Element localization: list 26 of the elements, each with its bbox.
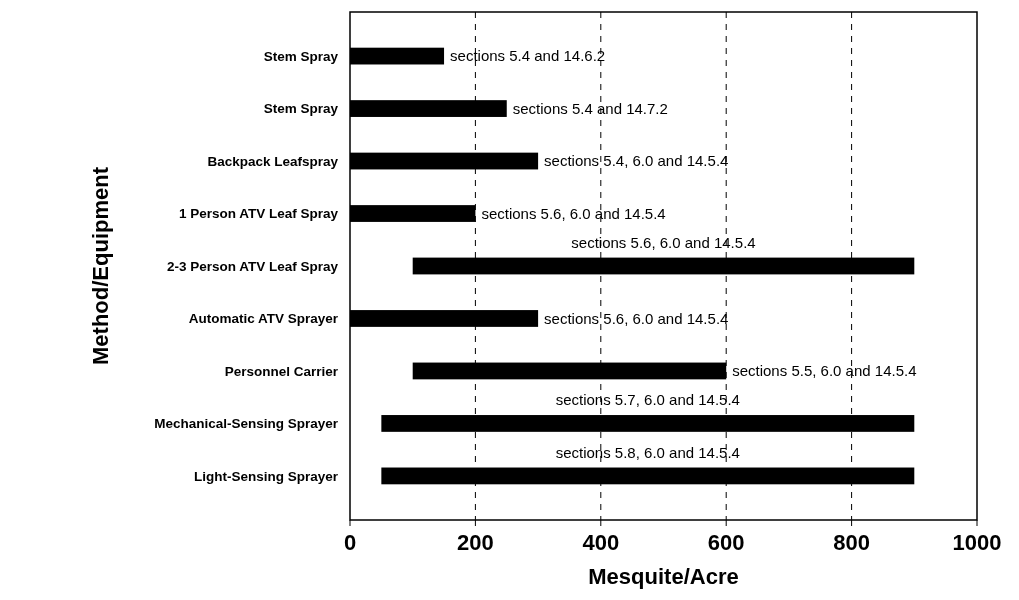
annotation: sections 5.5, 6.0 and 14.5.4 — [732, 362, 917, 380]
annotation: sections 5.6, 6.0 and 14.5.4 — [481, 204, 666, 222]
y-tick-label: Stem Spray — [263, 48, 339, 64]
y-axis-title: Method/Equipment — [88, 166, 113, 365]
y-tick-label: Personnel Carrier — [224, 363, 339, 379]
y-tick-label: Stem Spray — [263, 101, 339, 117]
x-tick-label: 0 — [343, 530, 357, 555]
x-axis-title: Mesquite/Acre — [588, 564, 739, 589]
x-tick-label: 200 — [457, 530, 494, 555]
annotation: sections 5.4, 6.0 and 14.5.4 — [544, 152, 729, 170]
y-tick-label: Backpack Leafspray — [207, 153, 339, 169]
y-tick-label: Automatic ATV Sprayer — [188, 311, 339, 327]
x-tick-label: 400 — [582, 530, 620, 555]
x-tick-label: 600 — [707, 530, 745, 555]
annotation: sections 5.6, 6.0 and 14.5.4 — [571, 233, 756, 251]
annotation: sections 5.8, 6.0 and 14.5.4 — [555, 443, 740, 461]
y-tick-label: Mechanical-Sensing Sprayer — [154, 416, 339, 432]
y-tick-label: 2-3 Person ATV Leaf Spray — [166, 258, 339, 274]
y-tick-label: 1 Person ATV Leaf Spray — [178, 206, 339, 222]
x-tick-label: 1000 — [952, 530, 1002, 555]
annotation: sections 5.4 and 14.7.2 — [512, 99, 668, 117]
y-tick-label: Light-Sensing Sprayer — [193, 468, 339, 484]
annotation: sections 5.7, 6.0 and 14.5.4 — [555, 391, 740, 409]
annotation: sections 5.4 and 14.6.2 — [450, 47, 606, 65]
annotation: sections 5.6, 6.0 and 14.5.4 — [544, 309, 729, 327]
x-tick-label: 800 — [833, 530, 870, 555]
